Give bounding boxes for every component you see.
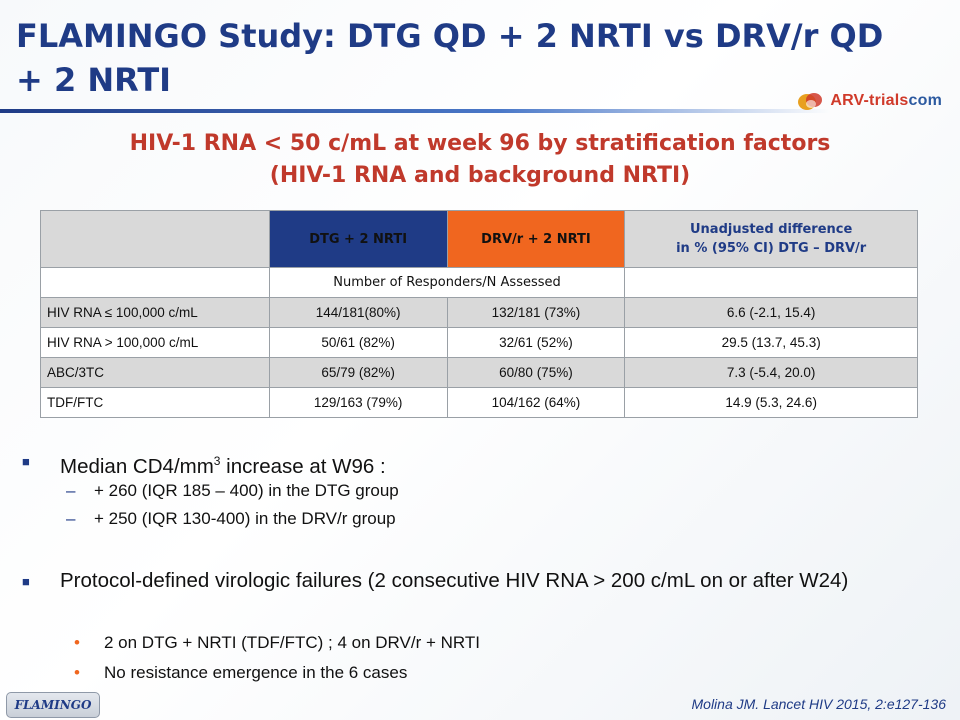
table-header-row: DTG + 2 NRTI DRV/r + 2 NRTI Unadjusted d… <box>40 210 918 268</box>
sub-bullet-text: + 260 (IQR 185 – 400) in the DTG group <box>94 481 399 500</box>
citation: Molina JM. Lancet HIV 2015, 2:e127-136 <box>691 696 947 712</box>
dtg-value: 50/61 (82%) <box>268 327 448 358</box>
subtitle-line-2: (HIV-1 RNA and background NRTI) <box>269 163 691 188</box>
difference-value: 14.9 (5.3, 24.6) <box>624 387 918 418</box>
bullet-failures-text: Protocol-defined virologic failures (2 c… <box>60 569 849 592</box>
title-underline <box>0 109 830 113</box>
table-row: HIV RNA > 100,000 c/mL 50/61 (82%) 32/61… <box>40 327 918 358</box>
header-drv: DRV/r + 2 NRTI <box>446 210 626 268</box>
logo-text-main: ARV-trials <box>830 92 909 109</box>
dash-bullet-icon: – <box>66 481 76 500</box>
sub-bullet: – + 260 (IQR 185 – 400) in the DTG group <box>66 480 926 502</box>
sub-bullet-text: No resistance emergence in the 6 cases <box>104 663 408 682</box>
results-table: DTG + 2 NRTI DRV/r + 2 NRTI Unadjusted d… <box>40 210 918 418</box>
subheader-blank-cell <box>40 267 270 298</box>
dtg-value: 129/163 (79%) <box>268 387 448 418</box>
difference-value: 6.6 (-2.1, 15.4) <box>624 297 918 328</box>
square-bullet-icon: ■ <box>22 454 30 469</box>
table-row: TDF/FTC 129/163 (79%) 104/162 (64%) 14.9… <box>40 387 918 418</box>
header-dtg: DTG + 2 NRTI <box>268 210 448 268</box>
sub-bullet: • No resistance emergence in the 6 cases <box>74 662 924 684</box>
logo-text-suffix: com <box>908 92 942 109</box>
subheader-blank-cell <box>624 267 918 298</box>
header-difference-line-2: in % (95% CI) DTG – DRV/r <box>676 241 867 256</box>
drv-value: 60/80 (75%) <box>446 357 626 388</box>
slide-subtitle: HIV-1 RNA < 50 c/mL at week 96 by strati… <box>0 128 960 192</box>
row-label: HIV RNA ≤ 100,000 c/mL <box>40 297 270 328</box>
difference-value: 29.5 (13.7, 45.3) <box>624 327 918 358</box>
logo-icon <box>798 93 823 110</box>
sub-bullet-text: + 250 (IQR 130-400) in the DRV/r group <box>94 509 396 528</box>
bullet-cd4-text: Median CD4/mm3 increase at W96 : <box>60 454 386 478</box>
dot-bullet-icon: • <box>74 663 80 682</box>
arv-trials-logo: ARV-trialscom <box>796 88 942 114</box>
header-difference: Unadjusted difference in % (95% CI) DTG … <box>624 210 918 268</box>
drv-value: 104/162 (64%) <box>446 387 626 418</box>
header-blank-cell <box>40 210 270 268</box>
bullet-cd4: ■ Median CD4/mm3 increase at W96 : <box>22 448 922 480</box>
sub-bullet: • 2 on DTG + NRTI (TDF/FTC) ; 4 on DRV/r… <box>74 632 924 654</box>
row-label: ABC/3TC <box>40 357 270 388</box>
sub-bullet: – + 250 (IQR 130-400) in the DRV/r group <box>66 508 926 530</box>
subtitle-line-1: HIV-1 RNA < 50 c/mL at week 96 by strati… <box>129 131 831 156</box>
study-tab: FLAMINGO <box>6 692 100 718</box>
difference-value: 7.3 (-5.4, 20.0) <box>624 357 918 388</box>
header-difference-line-1: Unadjusted difference <box>690 222 853 237</box>
dot-bullet-icon: • <box>74 633 80 652</box>
row-label: TDF/FTC <box>40 387 270 418</box>
page-title: FLAMINGO Study: DTG QD + 2 NRTI vs DRV/r… <box>16 17 884 99</box>
table-row: ABC/3TC 65/79 (82%) 60/80 (75%) 7.3 (-5.… <box>40 357 918 388</box>
square-bullet-icon: ■ <box>22 574 30 589</box>
row-label: HIV RNA > 100,000 c/mL <box>40 327 270 358</box>
sub-bullet-text: 2 on DTG + NRTI (TDF/FTC) ; 4 on DRV/r +… <box>104 633 480 652</box>
dash-bullet-icon: – <box>66 509 76 528</box>
dtg-value: 144/181(80%) <box>268 297 448 328</box>
dtg-value: 65/79 (82%) <box>268 357 448 388</box>
drv-value: 132/181 (73%) <box>446 297 626 328</box>
subheader-responders: Number of Responders/N Assessed <box>268 267 626 298</box>
table-subheader-row: Number of Responders/N Assessed <box>40 267 918 298</box>
bullet-failures: ■ Protocol-defined virologic failures (2… <box>22 568 922 594</box>
table-row: HIV RNA ≤ 100,000 c/mL 144/181(80%) 132/… <box>40 297 918 328</box>
drv-value: 32/61 (52%) <box>446 327 626 358</box>
